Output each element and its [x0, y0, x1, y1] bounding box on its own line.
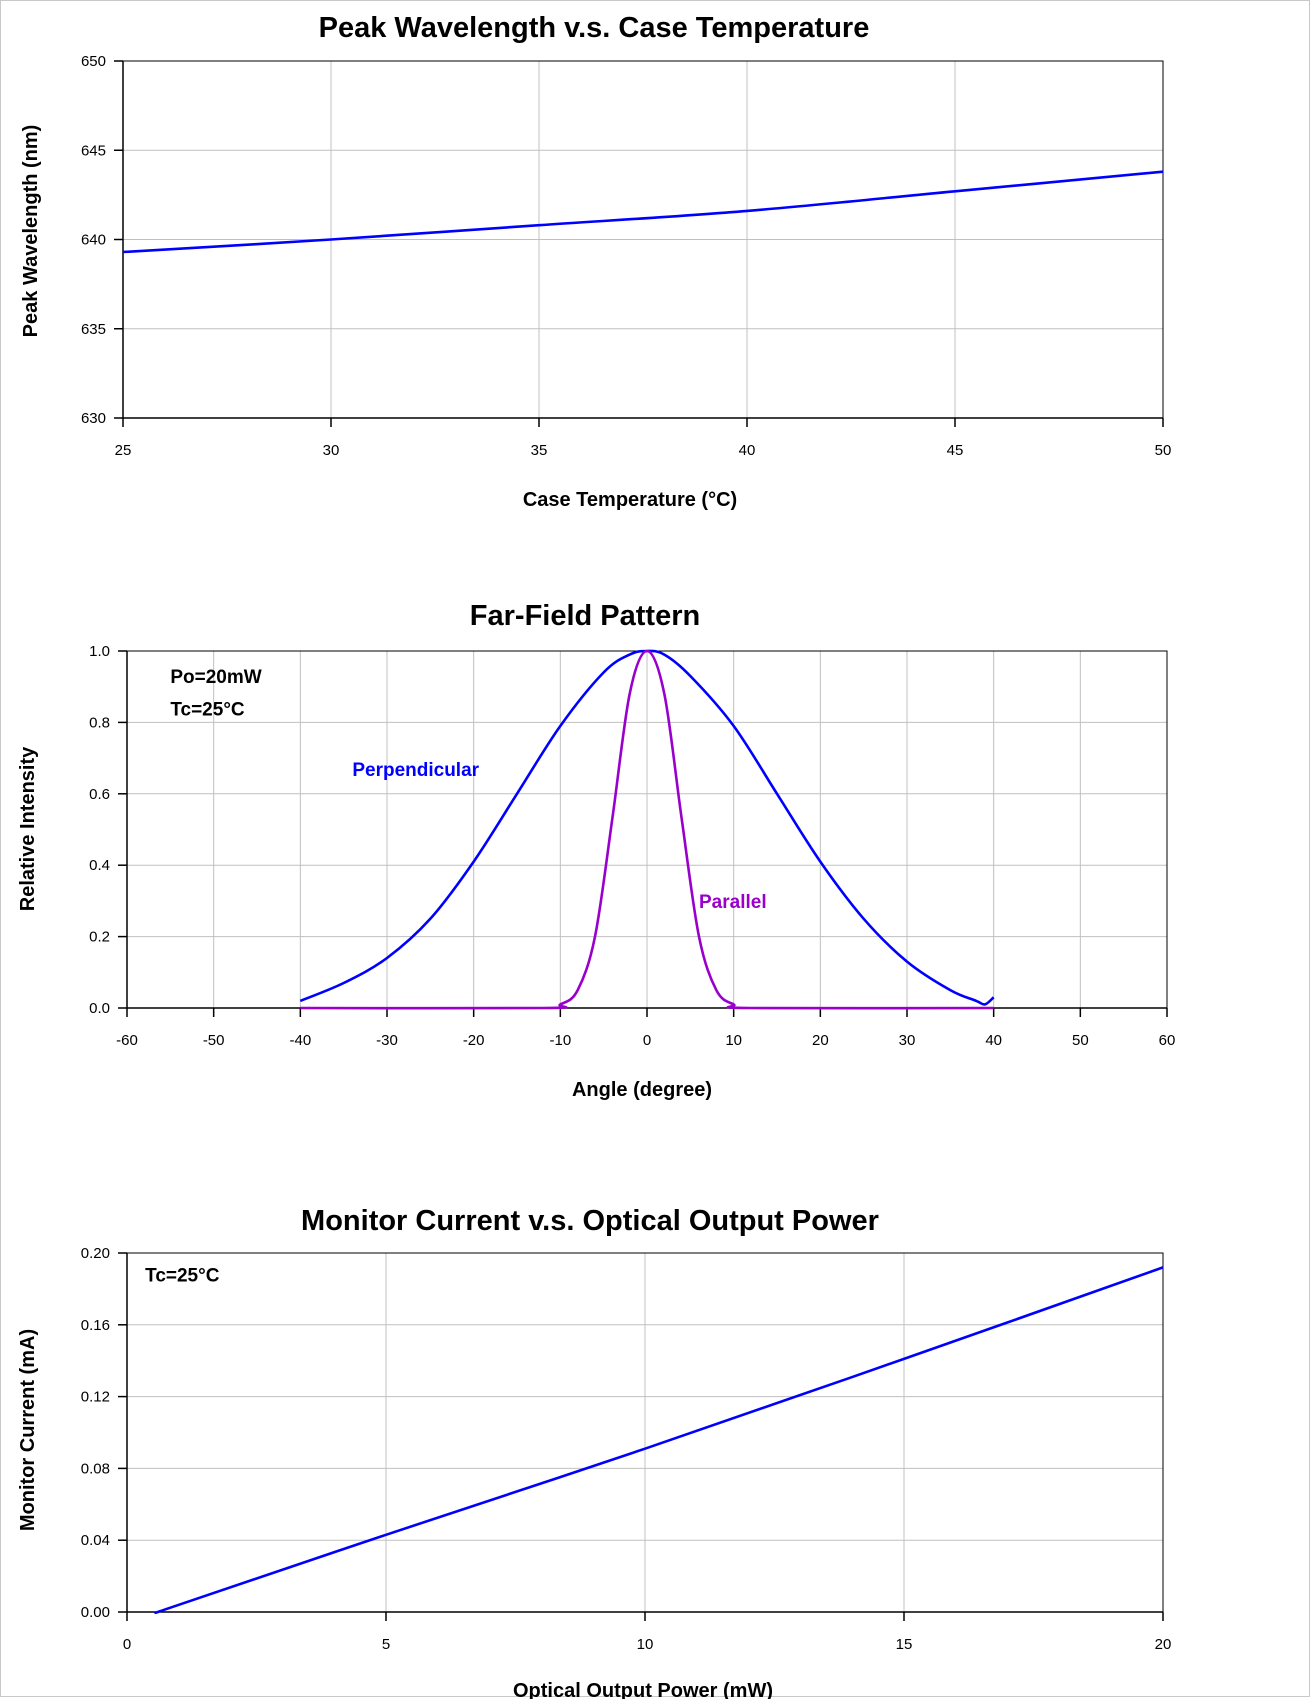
x-tick-label: 5: [382, 1636, 390, 1653]
x-tick-label: 10: [637, 1636, 654, 1653]
y-tick-label: 0.4: [89, 857, 110, 874]
x-tick-label: 20: [1155, 1636, 1172, 1653]
series-line: [154, 1266, 1164, 1615]
annotation-label: Tc=25°C: [145, 1266, 220, 1287]
x-tick-label: 30: [899, 1032, 916, 1049]
x-tick-label: -40: [289, 1032, 311, 1049]
x-tick-label: 0: [123, 1636, 131, 1653]
y-tick-label: 0.6: [89, 786, 110, 803]
chart-title: Peak Wavelength v.s. Case Temperature: [319, 12, 870, 44]
y-tick-label: 650: [81, 53, 106, 70]
x-tick-label: 0: [643, 1032, 651, 1049]
y-tick-label: 0.08: [81, 1460, 110, 1477]
x-axis-label: Optical Output Power (mW): [513, 1680, 773, 1699]
x-tick-label: 50: [1072, 1032, 1089, 1049]
x-tick-label: 45: [947, 442, 964, 459]
x-tick-label: -30: [376, 1032, 398, 1049]
series-line-perpendicular: [299, 649, 995, 1006]
plot-area: 25 30 35 40 45 50 630 635 640 645 650: [81, 53, 1171, 459]
y-tick-label: 0.00: [81, 1604, 110, 1621]
x-tick-label: -60: [116, 1032, 138, 1049]
y-axis-label: Monitor Current (mA): [17, 1329, 39, 1531]
y-axis-label: Relative Intensity: [17, 746, 39, 911]
x-tick-label: 25: [115, 442, 132, 459]
x-tick-label: 60: [1159, 1032, 1176, 1049]
y-tick-label: 0.16: [81, 1317, 110, 1334]
series-line-parallel: [300, 649, 994, 1010]
chart-title: Monitor Current v.s. Optical Output Powe…: [301, 1205, 879, 1237]
x-tick-label: 10: [725, 1032, 742, 1049]
annotation-label: Perpendicular: [352, 760, 479, 781]
y-tick-label: 0.2: [89, 929, 110, 946]
y-tick-label: 640: [81, 232, 106, 249]
chart-monitor: Monitor Current v.s. Optical Output Powe…: [17, 1205, 1171, 1699]
y-tick-label: 0.20: [81, 1245, 110, 1262]
chart-farfield: Far-Field Pattern -60 -50 -40 -30 -20 -10 0 10 2…: [17, 600, 1175, 1101]
x-tick-label: 15: [896, 1636, 913, 1653]
y-tick-label: 645: [81, 142, 106, 159]
chart-title: Far-Field Pattern: [470, 600, 700, 632]
y-tick-label: 0.12: [81, 1389, 110, 1406]
y-tick-label: 1.0: [89, 643, 110, 660]
chart-wavelength: Peak Wavelength v.s. Case Temperature 25…: [20, 12, 1171, 511]
x-tick-label: 20: [812, 1032, 829, 1049]
x-tick-label: -20: [463, 1032, 485, 1049]
x-tick-label: 40: [739, 442, 756, 459]
annotation-label: Tc=25°C: [170, 699, 245, 720]
x-tick-label: 40: [985, 1032, 1002, 1049]
y-axis-label: Peak Wavelength (nm): [20, 125, 42, 338]
annotation-label: Parallel: [699, 892, 767, 913]
x-axis-label: Case Temperature (°C): [523, 489, 737, 511]
series-line: [122, 170, 1164, 254]
x-tick-label: 50: [1155, 442, 1172, 459]
x-tick-label: 30: [323, 442, 340, 459]
x-tick-label: -50: [203, 1032, 225, 1049]
y-tick-label: 635: [81, 321, 106, 338]
y-tick-label: 0.8: [89, 714, 110, 731]
y-tick-label: 0.0: [89, 1000, 110, 1017]
y-tick-label: 0.04: [81, 1532, 110, 1549]
y-tick-label: 630: [81, 410, 106, 427]
plot-area: 0 5 10 15 20 0.00 0.04 0.08 0.12 0.16 0.20 Tc=25°C: [81, 1245, 1172, 1653]
x-tick-label: 35: [531, 442, 548, 459]
x-axis-label: Angle (degree): [572, 1079, 712, 1101]
plot-area: -60 -50 -40 -30 -20 -10 0 10 20 30 40 50 60 0.0 0.2 0.4…: [89, 643, 1175, 1049]
x-tick-label: -10: [549, 1032, 571, 1049]
annotation-label: Po=20mW: [170, 667, 261, 688]
